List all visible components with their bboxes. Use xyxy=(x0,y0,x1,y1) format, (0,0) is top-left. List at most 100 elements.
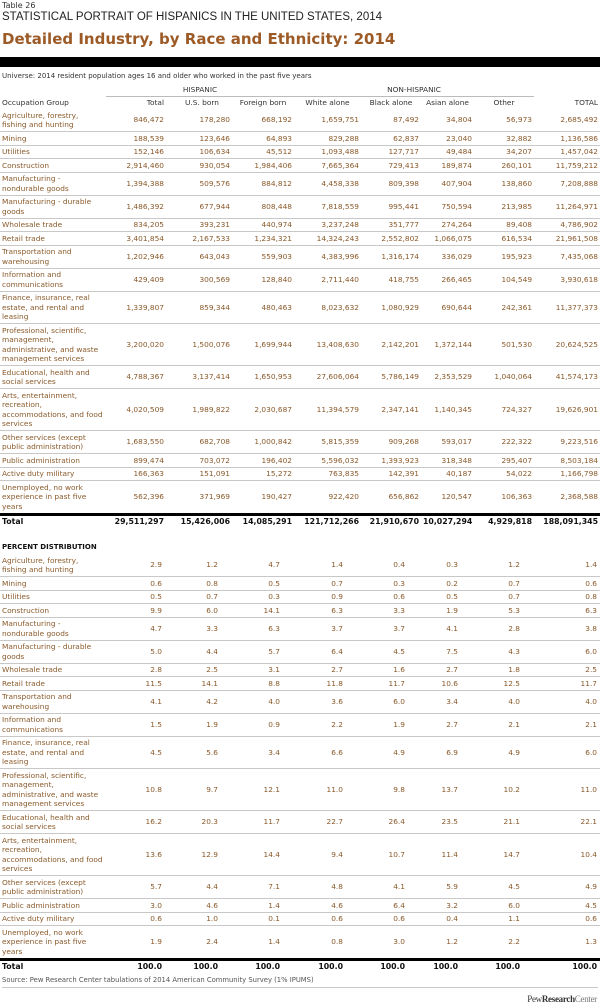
table-row: Wholesale trade 2.8 2.5 3.1 2.7 1.6 2.7 1.8 2.5 xyxy=(0,663,600,677)
table-row: Manufacturing - durable goods 1,486,392 67… xyxy=(0,195,600,219)
cell-value: 34,207 xyxy=(474,145,535,159)
cell-value: 0.8 xyxy=(534,590,600,604)
cell-value: 3.7 xyxy=(294,617,361,641)
cell-value: 1,040,064 xyxy=(474,365,535,389)
column-header: Black alone xyxy=(369,98,413,107)
cell-value: 0.6 xyxy=(106,912,172,926)
cell-value: 11.8 xyxy=(294,676,361,691)
cell-value: 3.1 xyxy=(232,663,294,677)
percent-heading-row: PERCENT DISTRIBUTION xyxy=(0,540,600,554)
cell-value: 2.7 xyxy=(421,713,474,737)
row-label: Educational, health and social services xyxy=(0,810,106,834)
cell-value: 1,316,174 xyxy=(361,245,421,269)
cell-value: 371,969 xyxy=(172,480,232,515)
row-label: Manufacturing - durable goods xyxy=(0,640,106,664)
cell-value: 559,903 xyxy=(232,245,294,269)
cell-value: 100.0 xyxy=(421,957,474,973)
cell-value: 501,530 xyxy=(474,323,535,366)
table-row: Educational, health and social services 1… xyxy=(0,810,600,834)
cell-value: 4,929,818 xyxy=(474,512,535,528)
cell-value: 1.9 xyxy=(172,713,232,737)
cell-value: 440,974 xyxy=(232,218,294,232)
cell-value: 10.4 xyxy=(534,833,600,876)
cell-value: 4.5 xyxy=(106,736,172,769)
cell-value: 7,435,068 xyxy=(534,245,600,269)
cell-value: 4.5 xyxy=(534,898,600,913)
cell-value: 8,023,632 xyxy=(294,291,361,324)
table-row: Transportation and warehousing 1,202,946 6… xyxy=(0,245,600,269)
cell-value: 4.1 xyxy=(421,617,474,641)
cell-value: 393,231 xyxy=(172,218,232,232)
row-label: Total xyxy=(0,512,106,528)
cell-value: 100.0 xyxy=(474,957,534,973)
cell-value: 3.0 xyxy=(361,925,421,960)
cell-value: 922,420 xyxy=(294,480,361,515)
cell-value: 4,020,509 xyxy=(106,388,172,431)
cell-value: 407,904 xyxy=(421,172,474,196)
cell-value: 106,634 xyxy=(172,145,232,159)
cell-value: 9.4 xyxy=(294,833,361,876)
cell-value: 64,893 xyxy=(232,131,294,146)
cell-value: 10.2 xyxy=(474,768,534,811)
cell-value: 100.0 xyxy=(361,957,421,973)
counts-table: HISPANIC NON-HISPANIC Occupation Group T… xyxy=(0,83,600,528)
cell-value: 100.0 xyxy=(534,957,600,973)
cell-value: 4.9 xyxy=(474,736,534,769)
cell-value: 21,910,670 xyxy=(361,512,421,528)
cell-value: 616,534 xyxy=(474,231,535,246)
cell-value: 724,327 xyxy=(474,388,535,431)
cell-value: 930,054 xyxy=(172,158,232,173)
row-label: Educational, health and social services xyxy=(0,365,106,389)
cell-value: 11.5 xyxy=(106,676,172,691)
cell-value: 1.2 xyxy=(172,554,232,577)
title-divider-bar xyxy=(0,57,600,67)
cell-value: 89,408 xyxy=(474,218,535,232)
cell-value: 11,264,971 xyxy=(534,195,600,219)
cell-value: 100.0 xyxy=(294,957,361,973)
cell-value: 2,353,529 xyxy=(421,365,474,389)
cell-value: 266,465 xyxy=(421,268,474,292)
percent-table: PERCENT DISTRIBUTION Agriculture, forest… xyxy=(0,540,600,973)
cell-value: 5,596,032 xyxy=(294,453,361,468)
cell-value: 884,812 xyxy=(232,172,294,196)
table-row: Construction 2,914,460 930,054 1,984,406 7,6… xyxy=(0,158,600,173)
cell-value: 0.7 xyxy=(172,590,232,604)
table-row: Finance, insurance, real estate, and ren… xyxy=(0,291,600,324)
cell-value: 1.2 xyxy=(421,925,474,960)
cell-value: 9.7 xyxy=(172,768,232,811)
cell-value: 1.5 xyxy=(106,713,172,737)
cell-value: 21,961,508 xyxy=(534,231,600,246)
cell-value: 7.5 xyxy=(421,640,474,664)
table-row: Retail trade 3,401,854 2,167,533 1,234,321 1… xyxy=(0,231,600,246)
cell-value: 690,644 xyxy=(421,291,474,324)
cell-value: 4,458,338 xyxy=(294,172,361,196)
cell-value: 300,569 xyxy=(172,268,232,292)
table-row: Educational, health and social services 4… xyxy=(0,365,600,389)
cell-value: 123,646 xyxy=(172,131,232,146)
row-label: Professional, scientific, management, ad… xyxy=(0,768,106,811)
cell-value: 0.2 xyxy=(421,576,474,591)
cell-value: 87,492 xyxy=(361,109,421,132)
cell-value: 1,066,075 xyxy=(421,231,474,246)
cell-value: 750,594 xyxy=(421,195,474,219)
cell-value: 1,486,392 xyxy=(106,195,172,219)
content-flow: HISPANIC NON-HISPANIC Occupation Group T… xyxy=(0,83,600,1008)
cell-value: 14.7 xyxy=(474,833,534,876)
row-label: Arts, entertainment, recreation, accommo… xyxy=(0,388,106,431)
cell-value: 4.6 xyxy=(172,898,232,913)
cell-value: 15,426,006 xyxy=(172,512,232,528)
cell-value: 10,027,294 xyxy=(421,512,474,528)
cell-value: 6.0 xyxy=(534,640,600,664)
cell-value: 829,288 xyxy=(294,131,361,146)
cell-value: 4.9 xyxy=(534,875,600,899)
cell-value: 4,786,902 xyxy=(534,218,600,232)
cell-value: 0.3 xyxy=(232,590,294,604)
cell-value: 509,576 xyxy=(172,172,232,196)
table-row: Finance, insurance, real estate, and ren… xyxy=(0,736,600,769)
cell-value: 480,463 xyxy=(232,291,294,324)
cell-value: 2.7 xyxy=(421,663,474,677)
row-label: Agriculture, forestry, fishing and hunti… xyxy=(0,109,106,132)
cell-value: 2.9 xyxy=(106,554,172,577)
table-row: Agriculture, forestry, fishing and hunti… xyxy=(0,109,600,132)
table-row: Unemployed, no work experience in past f… xyxy=(0,925,600,960)
